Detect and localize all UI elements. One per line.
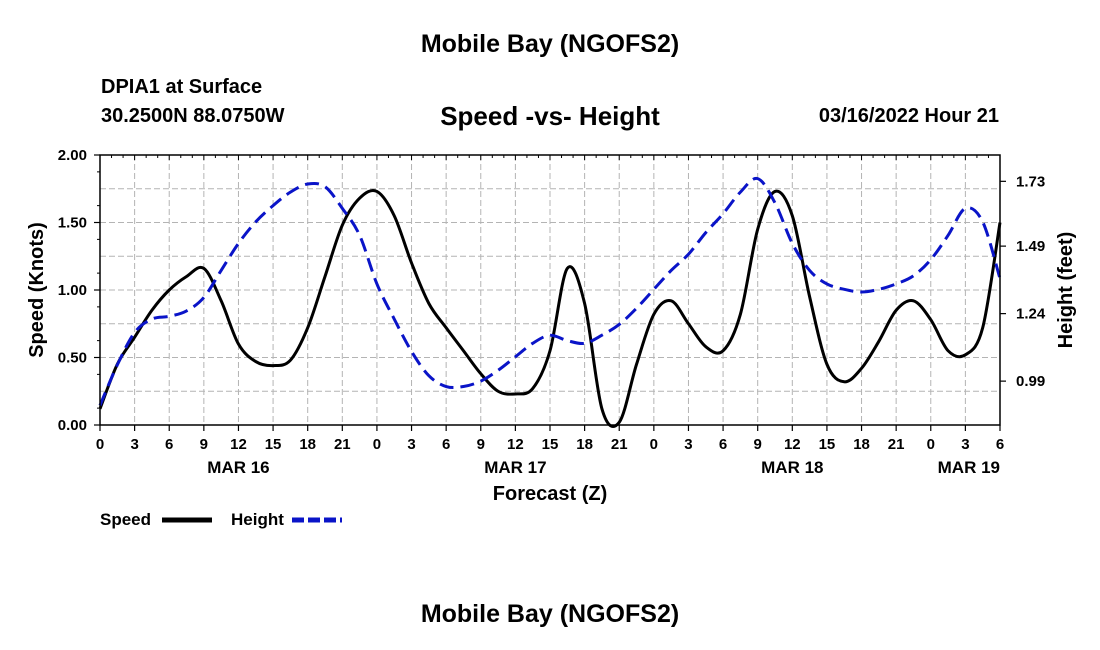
x-tick-label: 6 [996, 436, 1004, 453]
x-tick-label: 12 [230, 436, 247, 453]
axis-ticks [94, 154, 1006, 431]
x-tick-label: 6 [719, 436, 727, 453]
y2-axis-label: Height (feet) [1055, 232, 1077, 349]
y2-tick-label: 1.73 [1016, 173, 1045, 190]
coordinates-label: 30.2500N 88.0750W [101, 105, 285, 127]
bottom-title: Mobile Bay (NGOFS2) [420, 600, 680, 628]
legend-height-label: Height [231, 510, 284, 529]
x-tick-label: 18 [299, 436, 316, 453]
date-label: MAR 19 [938, 458, 1000, 477]
x-tick-label: 0 [373, 436, 381, 453]
x-tick-label: 3 [407, 436, 415, 453]
x-tick-label: 6 [165, 436, 173, 453]
station-label: DPIA1 at Surface [101, 76, 263, 98]
y-tick-label: 0.50 [58, 350, 87, 367]
x-tick-label: 12 [784, 436, 801, 453]
legend-speed-label: Speed [100, 510, 152, 529]
x-tick-label: 9 [200, 436, 208, 453]
y2-tick-label: 1.49 [1016, 238, 1045, 255]
date-label: MAR 17 [484, 458, 546, 477]
y-axis-label: Speed (Knots) [26, 222, 48, 358]
x-tick-label: 3 [130, 436, 138, 453]
x-axis-label: Forecast (Z) [493, 483, 607, 505]
x-tick-label: 9 [754, 436, 762, 453]
x-tick-label: 0 [927, 436, 935, 453]
y-tick-label: 2.00 [58, 147, 87, 164]
axis-labels: 0 3 6 9 12 15 18 21 0 3 6 9 12 15 18 21 0 3 6 9 12 15 18 21 0 3 6 M… [58, 147, 1046, 477]
x-tick-label: 3 [961, 436, 969, 453]
x-tick-label: 21 [888, 436, 905, 453]
page-title: Mobile Bay (NGOFS2) [420, 30, 680, 58]
x-tick-label: 15 [542, 436, 559, 453]
y-tick-label: 0.00 [58, 417, 87, 434]
x-tick-label: 9 [477, 436, 485, 453]
speed-series-line [98, 188, 1002, 428]
date-label: MAR 18 [761, 458, 823, 477]
x-tick-label: 3 [684, 436, 692, 453]
x-tick-label: 0 [650, 436, 658, 453]
x-tick-label: 12 [507, 436, 524, 453]
x-tick-label: 15 [265, 436, 282, 453]
chart-title: Speed -vs- Height [440, 101, 660, 131]
x-tick-label: 21 [611, 436, 628, 453]
y-tick-label: 1.00 [58, 282, 87, 299]
x-tick-label: 21 [334, 436, 351, 453]
date-label: MAR 16 [207, 458, 269, 477]
x-tick-label: 0 [96, 436, 104, 453]
y-tick-label: 1.50 [58, 215, 87, 232]
series-lines [98, 176, 1002, 428]
x-tick-label: 15 [819, 436, 836, 453]
forecast-datetime: 03/16/2022 Hour 21 [818, 105, 999, 127]
x-tick-label: 18 [853, 436, 870, 453]
y2-tick-label: 0.99 [1016, 373, 1045, 390]
grid-lines [100, 155, 1000, 425]
x-tick-label: 18 [576, 436, 593, 453]
x-tick-label: 6 [442, 436, 450, 453]
height-series-line [98, 176, 1002, 407]
y2-tick-label: 1.24 [1016, 306, 1046, 323]
